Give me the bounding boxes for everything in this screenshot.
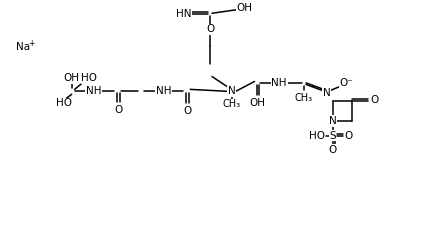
Text: NH: NH <box>86 86 101 96</box>
Text: HO: HO <box>56 98 72 108</box>
Text: OH: OH <box>64 74 80 83</box>
Text: S: S <box>329 131 336 141</box>
Text: N: N <box>323 88 330 98</box>
Text: O: O <box>114 105 122 115</box>
Text: NH: NH <box>156 86 171 96</box>
Text: N: N <box>228 86 236 96</box>
Text: O⁻: O⁻ <box>339 78 354 88</box>
Text: O: O <box>206 24 214 34</box>
Text: O: O <box>329 145 337 155</box>
Text: +: + <box>28 39 35 48</box>
Text: CH₃: CH₃ <box>223 99 241 109</box>
Text: HN: HN <box>175 9 191 19</box>
Text: HO: HO <box>309 131 325 141</box>
Text: OH: OH <box>237 3 253 13</box>
Text: CH₃: CH₃ <box>295 93 313 103</box>
Text: N: N <box>329 116 336 126</box>
Text: HO: HO <box>81 74 98 83</box>
Text: NH: NH <box>271 78 287 88</box>
Text: O: O <box>183 106 191 116</box>
Text: Na: Na <box>16 42 30 52</box>
Text: OH: OH <box>250 98 265 108</box>
Text: O: O <box>370 95 378 105</box>
Text: O: O <box>344 131 353 141</box>
